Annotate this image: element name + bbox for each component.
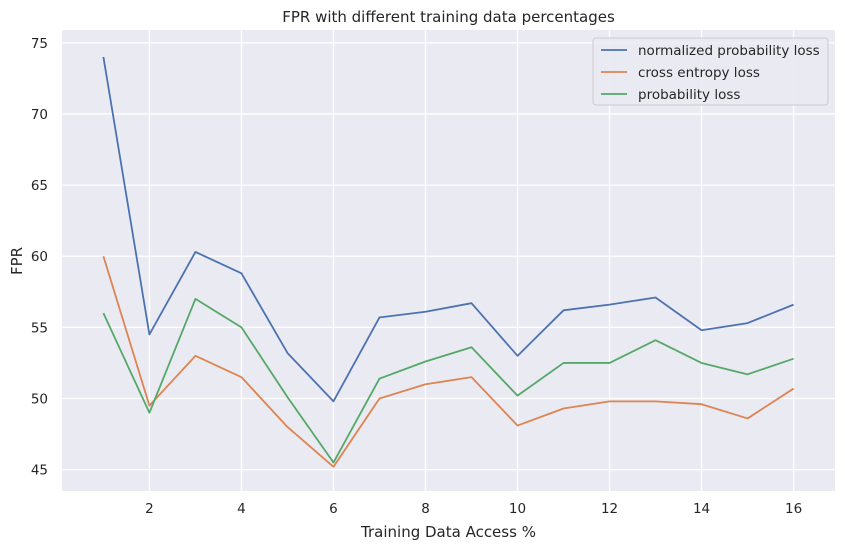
y-tick-label: 60 (31, 249, 48, 265)
grid-lines (62, 30, 835, 491)
legend-label: probability loss (638, 87, 740, 103)
x-axis-title: Training Data Access % (360, 523, 536, 541)
y-tick-label: 55 (31, 320, 48, 336)
y-tick-label: 75 (31, 36, 48, 52)
x-tick-labels: 2 4 6 8 10 12 14 16 (145, 501, 802, 517)
chart-title: FPR with different training data percent… (282, 8, 615, 26)
y-tick-labels: 45 50 55 60 65 70 75 (31, 36, 48, 479)
y-tick-label: 45 (31, 463, 48, 479)
x-tick-label: 14 (693, 501, 710, 517)
x-tick-label: 6 (329, 501, 338, 517)
series-line-0 (102, 56, 794, 403)
y-tick-label: 65 (31, 178, 48, 194)
y-tick-label: 50 (31, 392, 48, 408)
x-tick-label: 16 (785, 501, 802, 517)
y-tick-label: 70 (31, 107, 48, 123)
x-tick-label: 8 (421, 501, 430, 517)
series-line-1 (102, 255, 795, 468)
x-tick-label: 10 (509, 501, 526, 517)
y-axis-title: FPR (8, 247, 26, 275)
series-line-2 (102, 298, 794, 464)
legend: normalized probability loss cross entropy… (592, 37, 829, 106)
series-lines (102, 56, 795, 468)
x-tick-label: 4 (237, 501, 246, 517)
legend-box (592, 37, 829, 106)
legend-label: cross entropy loss (638, 65, 760, 81)
x-tick-label: 12 (601, 501, 618, 517)
legend-label: normalized probability loss (638, 43, 820, 59)
x-tick-label: 2 (145, 501, 154, 517)
